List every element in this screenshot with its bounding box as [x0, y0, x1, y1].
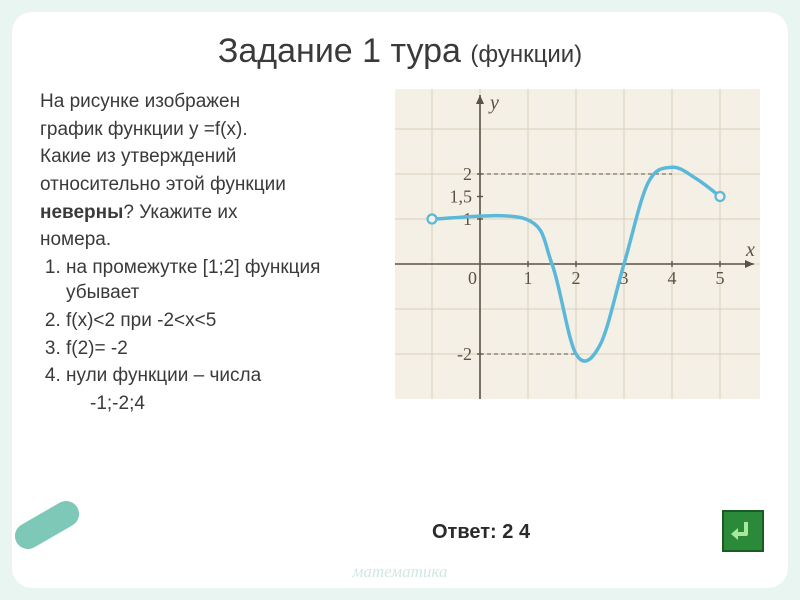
item-4: нули функции – числа: [66, 363, 385, 389]
svg-text:0: 0: [468, 268, 477, 288]
function-chart: 1234511,52-20xy: [395, 89, 760, 399]
svg-text:2: 2: [463, 164, 472, 184]
title-sub: (функции): [470, 41, 582, 68]
answer-text: Ответ: 2 4: [432, 521, 530, 544]
svg-text:x: x: [745, 239, 755, 261]
content-row: На рисунке изображен график функции у =f…: [40, 89, 760, 419]
bold-word: неверны: [40, 202, 123, 223]
svg-text:2: 2: [572, 268, 581, 288]
svg-text:-2: -2: [457, 344, 472, 364]
line-5-rest: ? Укажите их: [123, 202, 237, 223]
svg-text:4: 4: [668, 268, 677, 288]
svg-text:y: y: [488, 92, 499, 114]
problem-text: На рисунке изображен график функции у =f…: [40, 89, 385, 419]
line-5: неверны? Укажите их: [40, 200, 385, 226]
item-2: f(х)<2 при -2<х<5: [66, 308, 385, 334]
line-3: Какие из утверждений: [40, 144, 385, 170]
svg-text:1,5: 1,5: [450, 187, 473, 207]
statements-list: на промежутке [1;2] функция убывает f(х)…: [66, 255, 385, 389]
line-1: На рисунке изображен: [40, 89, 385, 115]
footer-text: математика: [0, 562, 800, 582]
line-2: график функции у =f(х).: [40, 117, 385, 143]
title-main: Задание 1 тура: [218, 32, 471, 70]
line-6: номера.: [40, 227, 385, 253]
item-4b: -1;-2;4: [40, 391, 385, 417]
answer-label: Ответ:: [432, 521, 502, 543]
return-arrow-icon: [728, 516, 758, 546]
line-4: относительно этой функции: [40, 172, 385, 198]
page-title: Задание 1 тура (функции): [40, 32, 760, 71]
return-button[interactable]: [722, 510, 764, 552]
item-3: f(2)= -2: [66, 336, 385, 362]
answer-value: 2 4: [502, 521, 530, 543]
svg-text:1: 1: [463, 209, 472, 229]
chart-svg: 1234511,52-20xy: [395, 89, 760, 399]
decorative-chip: [10, 496, 84, 554]
svg-text:1: 1: [524, 268, 533, 288]
svg-text:5: 5: [716, 268, 725, 288]
item-1: на промежутке [1;2] функция убывает: [66, 255, 385, 306]
